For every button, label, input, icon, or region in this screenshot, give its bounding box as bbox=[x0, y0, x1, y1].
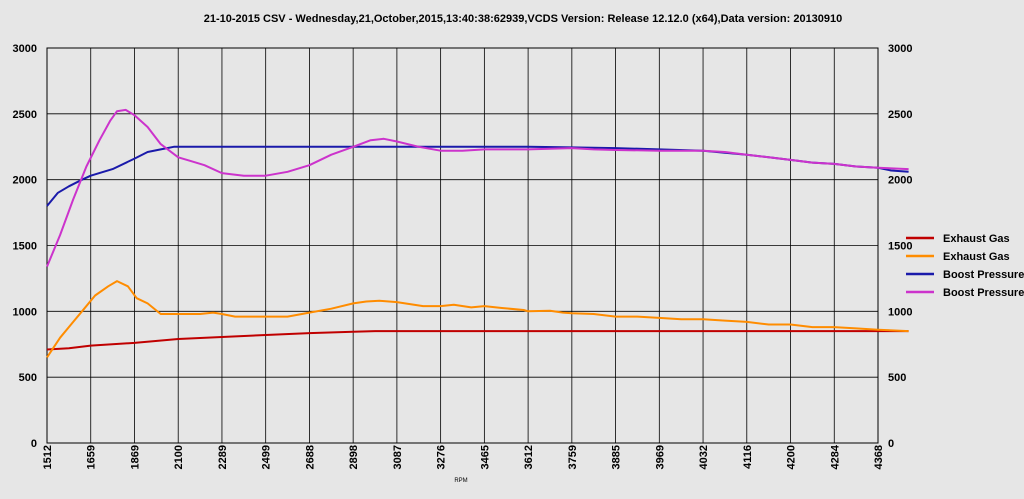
y-tick-label-left: 3000 bbox=[13, 43, 37, 55]
series-line-1 bbox=[46, 280, 909, 358]
x-tick-label: 3759 bbox=[567, 445, 579, 469]
legend-label: Exhaust Gas bbox=[943, 233, 1010, 245]
x-tick-label: 4368 bbox=[873, 445, 885, 469]
x-tick-label: 4116 bbox=[742, 445, 754, 469]
legend-label: Boost Pressure bbox=[943, 269, 1024, 281]
x-tick-label: 2688 bbox=[304, 445, 316, 469]
y-tick-label-left: 1000 bbox=[13, 306, 37, 318]
x-tick-label: 2289 bbox=[217, 445, 229, 469]
chart-title: 21-10-2015 CSV - Wednesday,21,October,20… bbox=[204, 13, 843, 25]
x-tick-label: 3276 bbox=[436, 445, 448, 469]
y-tick-label-right: 2000 bbox=[888, 175, 912, 187]
x-tick-label: 3969 bbox=[654, 445, 666, 469]
x-tick-label: 3087 bbox=[392, 445, 404, 469]
x-tick-label: 2100 bbox=[173, 445, 185, 469]
y-tick-label-left: 2000 bbox=[13, 175, 37, 187]
y-tick-label-right: 3000 bbox=[888, 43, 912, 55]
x-tick-label: 3885 bbox=[611, 445, 623, 469]
x-tick-label: 2499 bbox=[261, 445, 273, 469]
y-tick-label-left: 0 bbox=[31, 438, 37, 450]
legend-label: Boost Pressure bbox=[943, 287, 1024, 299]
y-tick-label-left: 1500 bbox=[13, 241, 37, 253]
y-tick-label-right: 500 bbox=[888, 372, 906, 384]
y-tick-label-right: 2500 bbox=[888, 109, 912, 121]
series-line-0 bbox=[46, 330, 909, 351]
x-tick-label: 4200 bbox=[786, 445, 798, 469]
x-tick-label: 4284 bbox=[829, 444, 841, 469]
legend-label: Exhaust Gas bbox=[943, 251, 1010, 263]
x-tick-label: 4032 bbox=[698, 445, 710, 469]
y-tick-label-left: 2500 bbox=[13, 109, 37, 121]
y-tick-label-right: 0 bbox=[888, 438, 894, 450]
x-tick-label: 1869 bbox=[129, 445, 141, 469]
x-tick-label: 3465 bbox=[479, 445, 491, 469]
x-axis-label: RPM bbox=[454, 478, 467, 484]
x-tick-label: 1512 bbox=[42, 445, 54, 469]
series-line-3 bbox=[46, 108, 909, 267]
y-tick-label-left: 500 bbox=[19, 372, 37, 384]
x-tick-label: 1659 bbox=[86, 445, 98, 469]
y-tick-label-right: 1000 bbox=[888, 306, 912, 318]
x-tick-label: 3612 bbox=[523, 445, 535, 469]
x-tick-label: 2898 bbox=[348, 445, 360, 469]
y-tick-label-right: 1500 bbox=[888, 241, 912, 253]
